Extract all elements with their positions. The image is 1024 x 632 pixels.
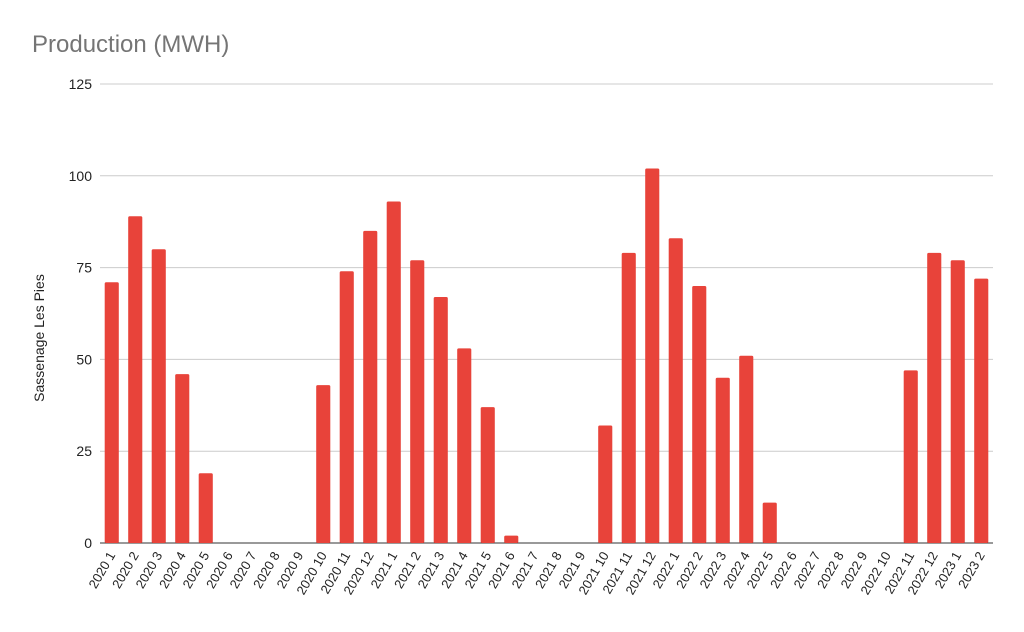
- y-tick-label: 0: [84, 535, 92, 551]
- bar: [175, 374, 190, 543]
- bar: [410, 260, 425, 543]
- chart-title: Production (MWH): [32, 31, 229, 58]
- bar: [386, 201, 401, 543]
- y-tick-label: 25: [76, 443, 92, 459]
- bar: [668, 238, 683, 543]
- y-tick-label: 75: [76, 260, 92, 276]
- y-tick-label: 125: [69, 76, 93, 92]
- bar: [151, 249, 166, 544]
- bar: [104, 282, 119, 543]
- bar: [598, 425, 613, 543]
- bar: [974, 278, 989, 543]
- bar: [927, 252, 942, 544]
- bar: [316, 385, 331, 543]
- bar: [128, 216, 143, 543]
- bar: [715, 377, 730, 543]
- y-axis-ticks: 0 25 50 75 100 125: [69, 76, 93, 551]
- bar: [645, 168, 660, 543]
- bar: [457, 348, 472, 543]
- bar: [198, 473, 213, 543]
- bar: [762, 502, 777, 543]
- bar: [339, 271, 354, 543]
- bar: [950, 260, 965, 543]
- bar: [504, 535, 519, 543]
- bar: [903, 370, 918, 543]
- bar: [739, 355, 754, 543]
- bar: [621, 252, 636, 544]
- y-tick-label: 50: [76, 351, 92, 367]
- bar: [692, 285, 707, 543]
- bars: [104, 168, 989, 544]
- y-axis-label: Sassenage Les Pies: [31, 274, 47, 402]
- y-tick-label: 100: [69, 168, 93, 184]
- bar: [433, 296, 448, 543]
- bar: [480, 407, 495, 543]
- gridlines: [100, 83, 993, 544]
- bar: [363, 230, 378, 543]
